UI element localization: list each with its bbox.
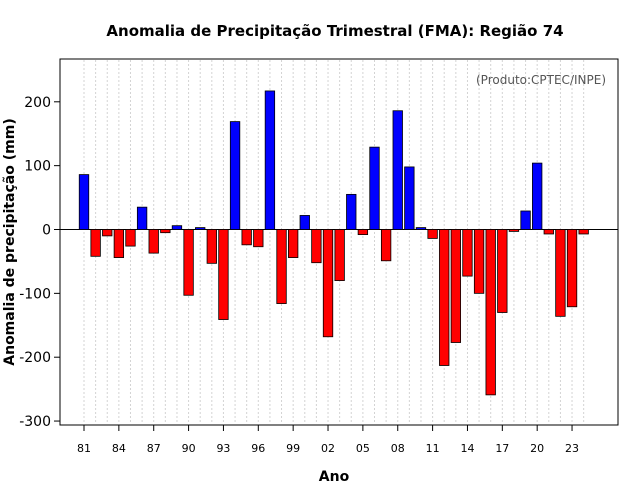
grid-lines [83, 60, 585, 424]
x-tick-label: 99 [286, 442, 300, 455]
bar [497, 229, 508, 313]
bar [299, 215, 310, 230]
bar [566, 229, 578, 308]
bar [229, 121, 241, 230]
y-axis: -300 -200 -100 0 100 200 [19, 95, 60, 430]
bar [485, 229, 496, 396]
x-tick-label: 23 [565, 442, 579, 455]
bar [218, 229, 229, 320]
bar [241, 229, 252, 246]
bar [450, 229, 461, 343]
bar [462, 229, 473, 277]
bar [543, 229, 554, 235]
plot-frame [59, 58, 619, 426]
bar [253, 229, 264, 248]
bars [78, 90, 589, 396]
product-credit: (Produto:CPTEC/INPE) [476, 73, 606, 87]
bar [288, 229, 299, 258]
x-tick-label: 08 [391, 442, 405, 455]
x-tick-label: 87 [147, 442, 161, 455]
bar [427, 229, 438, 239]
bar [311, 229, 322, 264]
bar [102, 229, 113, 237]
y-tick-label: -100 [19, 286, 51, 302]
y-tick-label: -300 [19, 414, 51, 430]
bar [473, 229, 485, 294]
bar [264, 90, 276, 230]
bar [78, 174, 90, 230]
bar [380, 229, 392, 262]
bar [439, 229, 450, 366]
x-tick-label: 14 [460, 442, 474, 455]
x-axis-label: Ano [319, 469, 350, 485]
x-tick-label: 96 [251, 442, 265, 455]
bar [276, 229, 287, 304]
bar [357, 229, 369, 236]
bar [520, 210, 531, 230]
bar [346, 193, 357, 230]
bar [90, 229, 101, 257]
bar [183, 229, 194, 296]
x-tick-label: 05 [356, 442, 370, 455]
bar [555, 229, 566, 317]
x-tick-label: 81 [77, 442, 91, 455]
x-tick-label: 17 [495, 442, 509, 455]
chart-title: Anomalia de Precipitação Trimestral (FMA… [106, 22, 563, 40]
y-tick-label: 100 [24, 159, 51, 175]
bar [160, 229, 171, 234]
bar [171, 225, 183, 230]
x-tick-label: 84 [112, 442, 126, 455]
bar [334, 229, 345, 281]
bar [404, 166, 415, 230]
bar [415, 227, 427, 230]
bar [532, 162, 543, 230]
y-axis-label: Anomalia de precipitação (mm) [2, 118, 18, 365]
y-tick-label: 0 [42, 223, 51, 239]
y-tick-label: 200 [24, 95, 51, 111]
bar [195, 227, 206, 230]
bar [392, 110, 403, 230]
bar [113, 229, 125, 258]
bar [125, 229, 136, 247]
bar [578, 229, 589, 235]
bar [136, 206, 148, 230]
bar [369, 146, 380, 230]
bar [148, 229, 159, 254]
x-tick-label: 11 [426, 442, 440, 455]
x-tick-label: 02 [321, 442, 335, 455]
bar [206, 229, 217, 264]
x-tick-label: 93 [216, 442, 230, 455]
bar [508, 229, 520, 232]
y-tick-label: -200 [19, 350, 51, 366]
bar [322, 229, 334, 338]
x-tick-label: 90 [182, 442, 196, 455]
x-tick-label: 20 [530, 442, 544, 455]
x-axis: 81 84 87 90 93 96 99 02 05 08 11 14 17 20 23 [77, 425, 579, 455]
